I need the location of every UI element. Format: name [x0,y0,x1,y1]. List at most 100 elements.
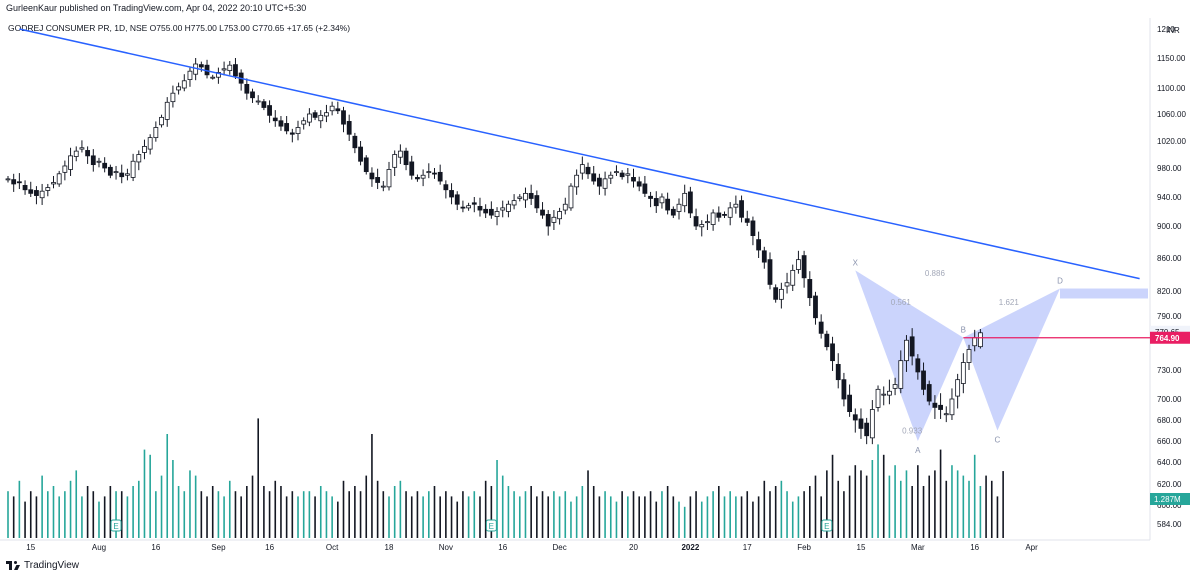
volume-bar [968,480,970,538]
price-tick-label: 640.00 [1157,458,1182,467]
candle-body [642,183,648,194]
pattern-point-label: X [853,258,859,267]
candle-body [159,116,164,126]
candle-body [744,218,750,223]
volume-bar [655,501,658,538]
volume-bar [570,501,572,538]
candle-body [750,220,756,237]
volume-bar [518,496,521,538]
volume-bar [638,496,640,538]
time-tick-label: Nov [439,543,453,552]
volume-bar [865,475,868,538]
candle-body [85,150,91,157]
time-tick-label: 15 [857,543,866,552]
volume-bar [547,496,550,538]
candle-body [904,339,909,362]
volume-bar [575,496,578,538]
tradingview-mark-icon [6,561,20,570]
volume-bar [1002,471,1004,538]
volume-bar [160,475,163,538]
price-tick-label: 1060.00 [1157,110,1186,119]
candle-body [352,135,358,149]
volume-bar [450,496,453,538]
candle-body [255,100,261,103]
volume-bar [814,475,817,538]
candle-body [653,198,659,207]
time-tick-label: 16 [151,543,160,552]
volume-bar [479,496,481,538]
volume-badge [1150,493,1190,505]
volume-bar [240,496,242,538]
volume-bar [740,496,743,538]
candle-body [73,150,79,157]
candle-body [869,409,875,439]
volume-bar [183,491,186,538]
price-tick-label: 584.00 [1157,520,1182,529]
volume-bar [695,491,697,538]
volume-bar [428,491,430,538]
candlestick-chart[interactable]: GODREJ CONSUMER PR, 1D, NSE O755.00 H775… [0,0,1200,558]
volume-bar [905,470,908,538]
volume-bar [831,454,834,538]
volume-bar [774,486,777,538]
candle-body [557,211,562,220]
volume-bar [64,491,66,538]
volume-bar [109,486,112,538]
volume-bar [120,491,123,538]
price-tick-label: 790.00 [1157,312,1182,321]
volume-bar [325,491,328,538]
volume-bar [280,486,282,538]
candle-body [380,185,386,188]
candle-body [28,189,34,194]
volume-bar [86,486,89,538]
candle-body [147,137,153,150]
volume-bar [837,480,840,538]
volume-bar [496,460,498,538]
volume-bar [700,501,703,538]
candle-body [96,160,102,163]
candle-body [113,171,119,174]
candle-body [187,70,193,80]
candle-body [244,84,250,94]
volume-bar [877,444,879,538]
candle-body [312,112,318,118]
volume-bar [791,501,794,538]
price-tick-label: 860.00 [1157,254,1182,263]
time-tick-label: Apr [1025,543,1038,552]
candle-body [125,173,130,176]
volume-bar [854,465,857,538]
candle-body [142,145,147,153]
candle-body [210,76,216,79]
pattern-point-label: D [1057,277,1063,286]
volume-bar [143,449,146,538]
candle-body [136,154,142,163]
volume-bar [945,480,948,538]
candle-body [784,282,790,287]
price-tick-label: 680.00 [1157,416,1182,425]
candle-body [665,198,671,211]
volume-bar [780,480,783,538]
volume-bar [803,491,805,538]
candle-body [22,184,28,191]
volume-bar [507,486,510,538]
volume-bar [848,475,851,538]
volume-bar [251,475,254,538]
volume-bar [103,496,106,538]
candle-body [494,211,500,217]
tradingview-logo[interactable]: TradingView [6,560,79,571]
candle-body [358,146,363,162]
publish-note: GurleenKaur published on TradingView.com… [6,3,307,13]
candle-body [705,221,710,224]
price-tick-label: 730.00 [1157,366,1182,375]
time-tick-label: 17 [743,543,752,552]
candle-body [153,127,159,139]
volume-bar [564,491,567,538]
trend-line [19,28,1140,280]
price-tick-label: 1100.00 [1157,84,1186,93]
candle-body [295,127,301,134]
volume-bar [217,491,220,538]
candle-body [267,105,272,116]
candle-body [699,224,705,228]
candle-body [107,166,113,176]
pattern-ratio-label: 1.621 [999,298,1020,307]
